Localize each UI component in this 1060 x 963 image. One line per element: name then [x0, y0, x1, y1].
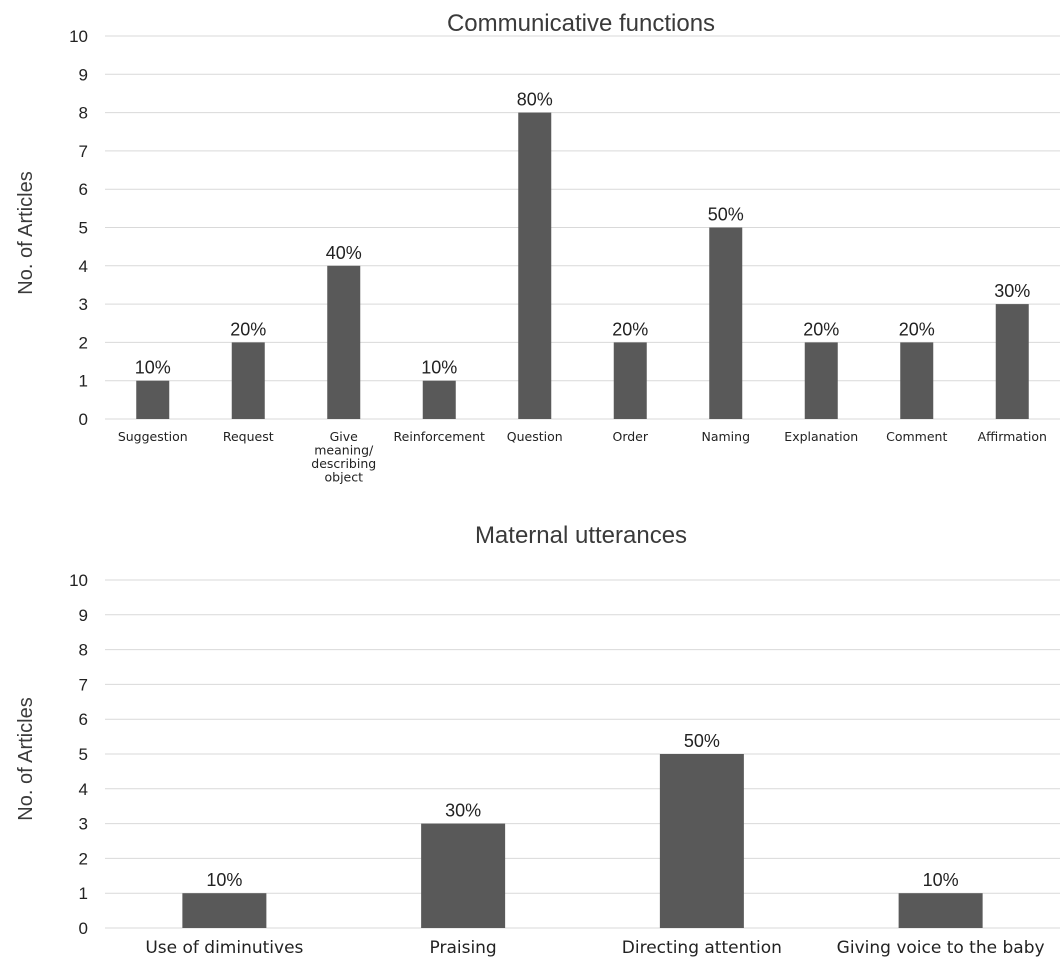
y-tick-label: 1 — [79, 372, 88, 391]
bar — [659, 754, 744, 928]
y-tick-label: 2 — [79, 333, 88, 352]
chart-communicative-functions: Communicative functions No. of Articles … — [15, 10, 1060, 485]
y-axis-label: No. of Articles — [15, 171, 37, 294]
data-label: 50% — [684, 731, 720, 751]
data-label: 50% — [708, 205, 744, 225]
y-tick-label: 3 — [79, 815, 88, 834]
y-tick-label: 5 — [79, 219, 88, 238]
x-tick-label: Giving voice to the baby — [837, 938, 1045, 958]
x-tick-label: Explanation — [784, 429, 858, 444]
x-tick-label: Affirmation — [978, 429, 1047, 444]
data-labels: 10% 20% 40% 10% 80% 20% 50% 20% 20% 30% — [135, 90, 1031, 378]
y-axis-label: No. of Articles — [15, 697, 37, 820]
data-label: 20% — [230, 319, 266, 339]
y-tick-label: 7 — [79, 142, 88, 161]
data-label: 80% — [517, 90, 553, 110]
y-tick-label: 4 — [79, 780, 88, 799]
y-tick-label: 8 — [79, 104, 88, 123]
chart-title: Communicative functions — [447, 10, 715, 37]
bar — [136, 380, 170, 419]
data-label: 20% — [612, 319, 648, 339]
y-tick-label: 0 — [79, 919, 88, 938]
x-tick-label: Give meaning/describing object — [311, 429, 376, 485]
chart-maternal-utterances: Maternal utterances No. of Articles 0 1 2 3… — [15, 522, 1060, 958]
x-tick-label: Question — [507, 429, 563, 444]
x-tick-label: Order — [612, 429, 648, 444]
x-tick-labels: Suggestion Request Give meaning/describing o… — [118, 429, 1047, 485]
y-tick-label: 4 — [79, 257, 88, 276]
x-tick-label: Reinforcement — [394, 429, 485, 444]
y-tick-label: 2 — [79, 849, 88, 868]
y-tick-label: 9 — [79, 606, 88, 625]
y-tick-label: 10 — [69, 27, 88, 46]
bar — [421, 823, 506, 928]
x-tick-label: Directing attention — [622, 938, 782, 958]
x-tick-label: Praising — [430, 938, 497, 958]
bar — [231, 342, 265, 419]
bar — [898, 893, 983, 928]
bar — [613, 342, 647, 419]
data-label: 10% — [135, 358, 171, 378]
y-tick-label: 9 — [79, 65, 88, 84]
bar — [900, 342, 934, 419]
bars — [136, 112, 1029, 419]
x-tick-label: Comment — [886, 429, 947, 444]
y-tick-label: 8 — [79, 641, 88, 660]
bar — [327, 265, 361, 419]
x-tick-label: Request — [223, 429, 274, 444]
bar — [995, 304, 1029, 419]
data-label: 20% — [899, 319, 935, 339]
x-tick-label: Suggestion — [118, 429, 188, 444]
bar — [422, 380, 456, 419]
gridlines — [105, 579, 1060, 929]
bar — [182, 893, 267, 928]
bar — [709, 227, 743, 419]
y-tick-label: 10 — [69, 571, 88, 590]
bar — [804, 342, 838, 419]
x-tick-label: Naming — [701, 429, 750, 444]
data-label: 10% — [421, 358, 457, 378]
y-tick-label: 6 — [79, 710, 88, 729]
chart-title: Maternal utterances — [475, 522, 687, 549]
y-tick-label: 3 — [79, 295, 88, 314]
bars — [182, 754, 983, 928]
data-label: 10% — [923, 870, 959, 890]
data-labels: 10% 30% 50% 10% — [206, 731, 958, 890]
x-tick-labels: Use of diminutives Praising Directing atte… — [145, 938, 1044, 958]
data-label: 30% — [445, 801, 481, 821]
y-tick-labels: 0 1 2 3 4 5 6 7 8 9 10 — [69, 571, 88, 938]
x-tick-label: Use of diminutives — [145, 938, 303, 958]
y-tick-labels: 0 1 2 3 4 5 6 7 8 9 10 — [69, 27, 88, 429]
y-tick-label: 1 — [79, 884, 88, 903]
data-label: 20% — [803, 319, 839, 339]
y-tick-label: 5 — [79, 745, 88, 764]
y-tick-label: 7 — [79, 675, 88, 694]
y-tick-label: 0 — [79, 410, 88, 429]
data-label: 30% — [994, 281, 1030, 301]
bar — [518, 112, 552, 419]
data-label: 10% — [206, 870, 242, 890]
data-label: 40% — [326, 243, 362, 263]
y-tick-label: 6 — [79, 180, 88, 199]
